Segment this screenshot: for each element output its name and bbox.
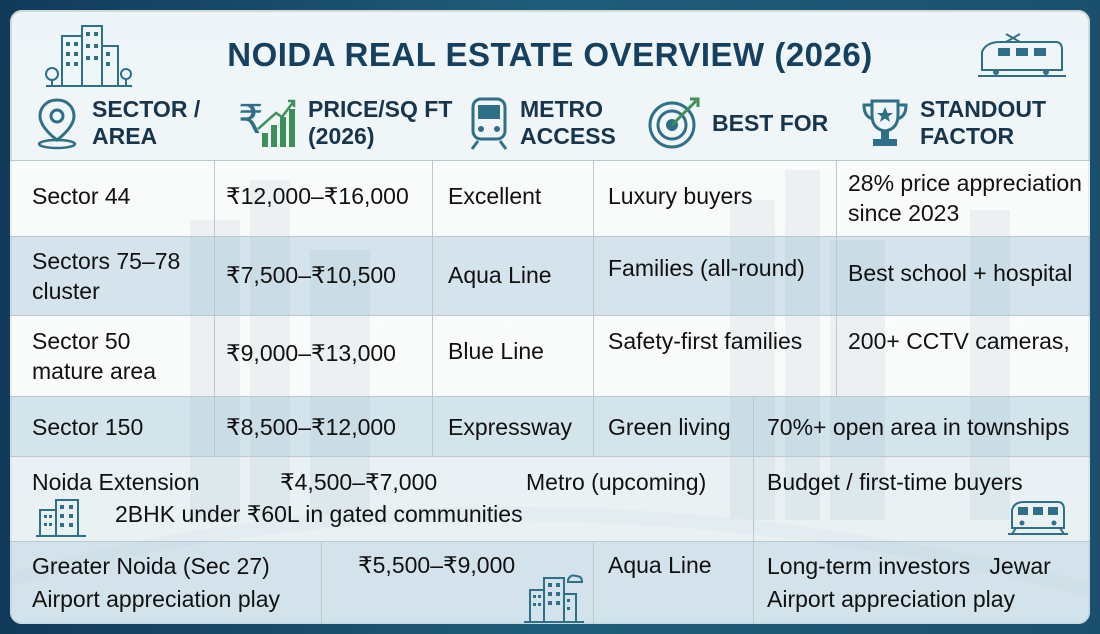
header-best-for: BEST FOR xyxy=(646,90,828,156)
table-row xyxy=(10,236,1090,315)
cell-best-for: Luxury buyers xyxy=(608,183,753,209)
cell-metro: Aqua Line xyxy=(608,552,712,578)
table-row xyxy=(10,396,1090,456)
header-sector: SECTOR / AREA xyxy=(32,90,200,156)
cell-standout: 70%+ open area in townships xyxy=(767,414,1070,440)
table-row xyxy=(10,160,1090,236)
overview-card: NOIDA REAL ESTATE OVERVIEW (2026) SECTOR… xyxy=(10,10,1090,624)
apartment-building-icon xyxy=(36,499,86,537)
table-row xyxy=(10,541,1090,624)
cell-price: ₹5,500–₹9,000 xyxy=(358,552,516,578)
cell-standout: 200+ CCTV cameras, xyxy=(848,328,1070,354)
header-label: STANDOUT FACTOR xyxy=(920,96,1047,149)
cell-area: Sector 50 mature area xyxy=(32,328,157,384)
cell-price: ₹8,500–₹12,000 xyxy=(226,414,396,440)
data-table: Sector 44 ₹12,000–₹16,000 Excellent Luxu… xyxy=(10,160,1090,624)
cell-best-for: Green living xyxy=(608,414,731,440)
cell-area: Noida Extension xyxy=(32,469,200,495)
header-label: BEST FOR xyxy=(712,109,829,136)
cell-standout: 28% price appreciation since 2023 xyxy=(848,170,1082,226)
header-price: ₹ PRICE/SQ FT (2026) xyxy=(236,90,452,156)
cell-price: ₹7,500–₹10,500 xyxy=(226,262,396,288)
cell-price: ₹9,000–₹13,000 xyxy=(226,340,396,366)
cell-price: ₹12,000–₹16,000 xyxy=(226,183,409,209)
cell-standout: Best school + hospital xyxy=(848,260,1073,286)
cell-area: Sectors 75–78 cluster xyxy=(32,248,181,304)
tram-icon xyxy=(978,33,1066,77)
cell-metro: Metro (upcoming) xyxy=(526,469,707,495)
header-label: PRICE/SQ FT (2026) xyxy=(308,96,453,149)
header-label: SECTOR / AREA xyxy=(92,96,201,149)
metro-train-icon xyxy=(1008,501,1068,535)
svg-text:₹: ₹ xyxy=(238,97,263,143)
cell-best-for: Long-term investors Jewar Airport apprec… xyxy=(767,553,1051,612)
cell-best-for: Budget / first-time buyers xyxy=(767,469,1023,495)
cell-metro: Excellent xyxy=(448,183,542,209)
metro-train-icon xyxy=(470,97,508,150)
trophy-icon xyxy=(862,99,908,146)
table-header: SECTOR / AREA ₹ PRICE/SQ FT (2026) xyxy=(10,90,1090,156)
cell-best-for: Families (all-round) xyxy=(608,255,805,281)
header-label: METRO ACCESS xyxy=(520,96,616,149)
table-row xyxy=(10,315,1090,396)
cell-area: Greater Noida (Sec 27) Airport appreciat… xyxy=(32,553,281,612)
cell-price: ₹4,500–₹7,000 xyxy=(280,469,438,495)
header-metro: METRO ACCESS xyxy=(468,90,616,156)
location-pin-icon xyxy=(37,98,77,150)
header-standout: STANDOUT FACTOR xyxy=(860,90,1046,156)
cell-metro: Blue Line xyxy=(448,338,544,364)
cell-metro: Expressway xyxy=(448,414,572,440)
cell-metro: Aqua Line xyxy=(448,262,552,288)
cell-standout: 2BHK under ₹60L in gated communities xyxy=(115,501,523,527)
rupee-growth-icon: ₹ xyxy=(238,97,296,147)
cell-area: Sector 44 xyxy=(32,183,131,209)
cell-best-for: Safety-first families xyxy=(608,328,803,354)
table-row xyxy=(10,456,1090,541)
cell-area: Sector 150 xyxy=(32,414,144,440)
target-icon xyxy=(648,97,700,149)
office-building-icon xyxy=(524,574,584,623)
page-title: NOIDA REAL ESTATE OVERVIEW (2026) xyxy=(227,36,873,73)
buildings-icon xyxy=(45,25,132,87)
